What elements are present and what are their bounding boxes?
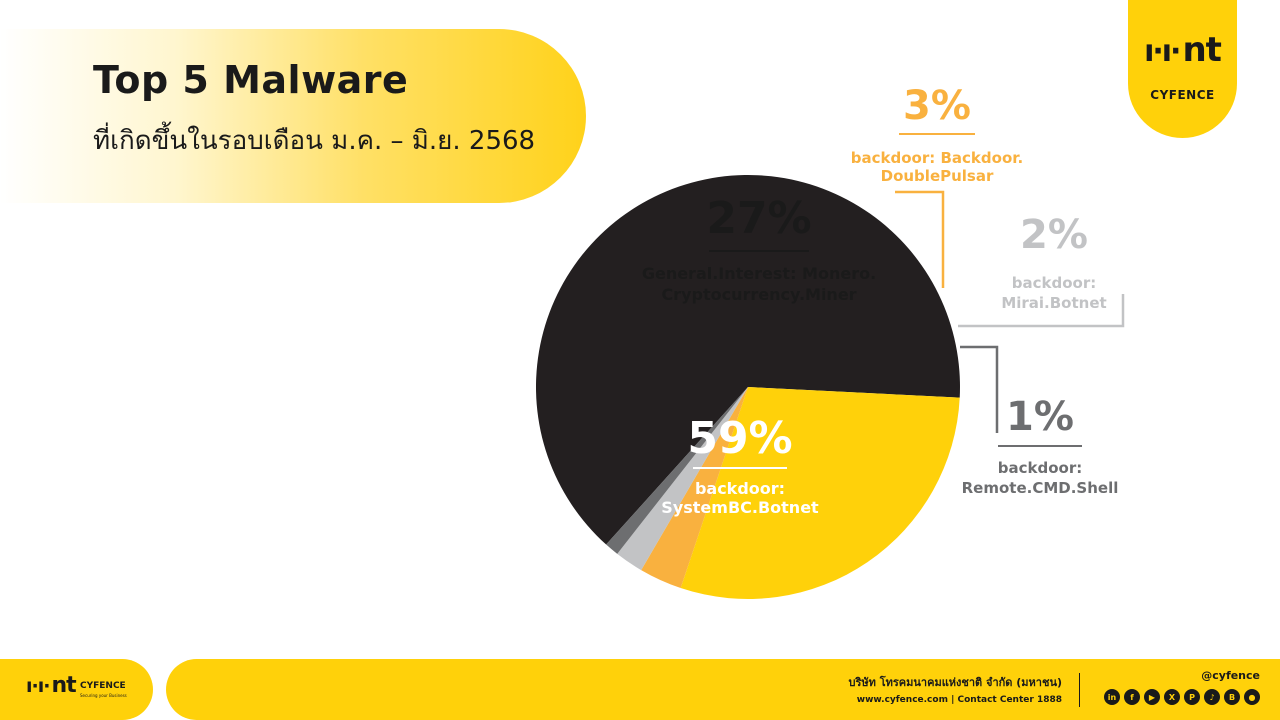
footer-bar: บริษัท โทรคมนาคมแห่งชาติ จำกัด (มหาชน) w… [166, 659, 1280, 720]
slice-1-percent-label: 59% [687, 413, 792, 464]
social-icons: in f ▶ X P ♪ B ● [1104, 689, 1260, 705]
pie-slice-1 [535, 175, 960, 545]
footer-tagline: Securing your Business [80, 693, 127, 698]
slice-4-name-line-1: backdoor: [1012, 274, 1096, 292]
nt-logo-icon: ı·ı·nt [1144, 30, 1222, 70]
slice-1-name-line-1: backdoor: [695, 479, 785, 498]
title-banner [0, 29, 586, 203]
tiktok-icon[interactable]: ♪ [1204, 689, 1220, 705]
x-icon[interactable]: X [1164, 689, 1180, 705]
brand-badge: ı·ı·nt CYFENCE [1128, 0, 1237, 138]
slice-3-name-line-2: DoublePulsar [881, 167, 994, 185]
footer-divider [1079, 673, 1080, 707]
pie-slice-2 [680, 387, 960, 599]
pie-slice-5 [606, 387, 748, 554]
slice-2-name-line-2: Cryptocurrency.Miner [661, 285, 856, 304]
slice-1-name-line-2: SystemBC.Botnet [661, 498, 819, 517]
slice-3-name-line-1: backdoor: Backdoor. [851, 149, 1023, 167]
social-handle: @cyfence [1201, 669, 1260, 682]
page-title: Top 5 Malware [93, 58, 409, 102]
slice-3-leader-line [895, 190, 945, 288]
slice-4-percent-label: 2% [1020, 212, 1088, 258]
slice-5-name-line-2: Remote.CMD.Shell [962, 479, 1119, 497]
slice-4-leader-line [958, 294, 1125, 328]
contact-info: www.cyfence.com | Contact Center 1888 [856, 695, 1062, 705]
blockdit-icon[interactable]: B [1224, 689, 1240, 705]
pie-slice-4 [617, 387, 748, 571]
brand-name: CYFENCE [1150, 88, 1215, 102]
slice-4-name-line-2: Mirai.Botnet [1001, 294, 1106, 312]
page-subtitle: ที่เกิดขึ้นในรอบเดือน ม.ค. – มิ.ย. 2568 [93, 126, 536, 156]
slice-5-name-line-1: backdoor: [998, 459, 1082, 477]
company-name: บริษัท โทรคมนาคมแห่งชาติ จำกัด (มหาชน) [848, 676, 1062, 689]
medium-icon[interactable]: ● [1244, 689, 1260, 705]
slice-5-percent-label: 1% [1006, 394, 1074, 440]
footer-brand-name: CYFENCE [80, 681, 126, 691]
slice-2-percent-label: 27% [706, 193, 811, 244]
facebook-icon[interactable]: f [1124, 689, 1140, 705]
pie-slice-3 [641, 387, 748, 589]
footer-logo-panel: ı·ı·nt CYFENCE Securing your Business [0, 659, 153, 720]
youtube-icon[interactable]: ▶ [1144, 689, 1160, 705]
slice-2-name-line-1: General.Interest: Monero. [642, 264, 876, 283]
linkedin-icon[interactable]: in [1104, 689, 1120, 705]
pinterest-icon[interactable]: P [1184, 689, 1200, 705]
footer-nt-logo-icon: ı·ı·nt [26, 673, 77, 698]
slice-5-leader-line [960, 345, 999, 433]
slice-3-percent-label: 3% [903, 83, 971, 129]
